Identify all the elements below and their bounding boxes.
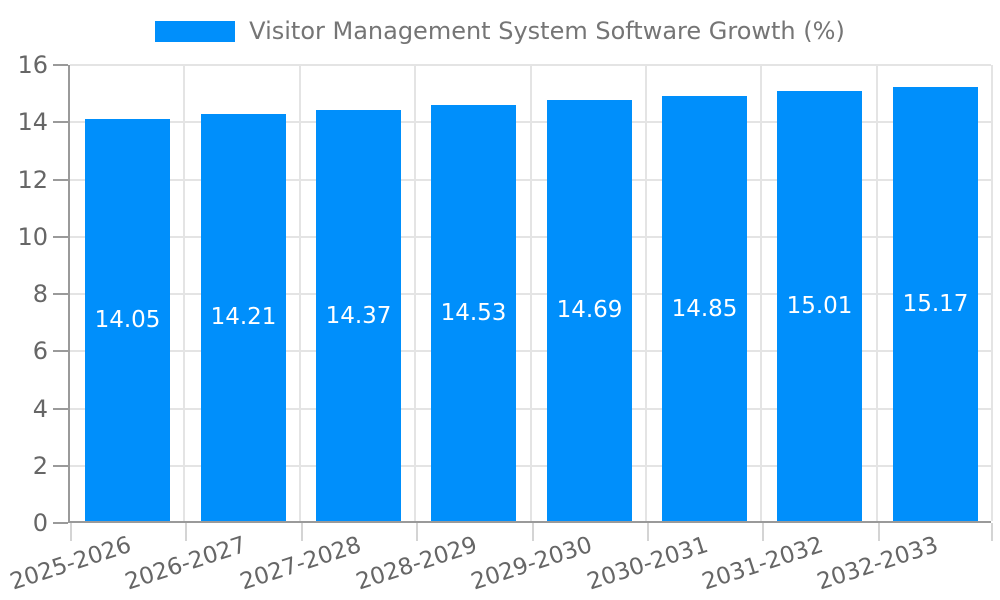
bar-value-label: 14.37 [325,303,392,329]
x-gridline [760,65,762,521]
y-axis-label: 4 [32,394,48,423]
bar-2032-2033[interactable]: 15.17 [893,87,978,521]
y-axis-label: 8 [32,280,48,308]
y-axis-label: 6 [32,337,48,366]
x-gridline [299,65,301,521]
y-axis-tick [53,350,68,353]
y-axis-label: 10 [17,222,48,251]
legend-label: Visitor Management System Software Growt… [249,17,845,45]
bar-value-label: 15.01 [786,293,853,319]
x-axis-tick [991,523,993,541]
bar-2025-2026[interactable]: 14.05 [85,119,170,521]
y-axis-tick [53,235,68,238]
y-axis-tick [53,407,68,410]
legend-item[interactable]: Visitor Management System Software Growt… [0,17,1000,45]
y-axis-label: 16 [17,51,48,79]
y-axis-tick [53,64,68,66]
bar-2026-2027[interactable]: 14.21 [201,114,286,521]
bar-value-label: 14.85 [671,296,738,322]
y-axis-tick [53,121,68,124]
bar-2027-2028[interactable]: 14.37 [316,110,401,521]
bar-2031-2032[interactable]: 15.01 [777,91,862,521]
y-axis-label: 12 [17,165,48,194]
x-axis-tick [647,523,649,541]
x-gridline [645,65,647,521]
x-axis-tick [878,523,880,541]
legend-swatch [155,20,236,42]
x-axis-tick [416,523,418,541]
x-axis-tick [532,523,534,541]
bar-2030-2031[interactable]: 14.85 [662,96,747,521]
x-gridline [414,65,416,521]
bar-value-label: 14.69 [556,297,623,323]
bar-2028-2029[interactable]: 14.53 [431,105,516,521]
y-axis-tick [53,464,68,467]
x-gridline [991,65,993,521]
bar-2029-2030[interactable]: 14.69 [547,100,632,521]
y-axis-tick [53,522,68,524]
bar-value-label: 15.17 [902,291,969,317]
x-gridline [183,65,185,521]
bar-value-label: 14.53 [440,300,507,326]
x-gridline [530,65,532,521]
y-axis-label: 0 [32,509,48,537]
y-axis-tick [53,293,68,295]
x-gridline [876,65,878,521]
x-axis-tick [185,523,187,541]
y-axis-tick [53,178,68,181]
bar-value-label: 14.05 [94,307,161,333]
x-axis-tick [301,523,303,541]
bar-value-label: 14.21 [210,304,277,330]
y-axis-label: 14 [17,108,48,137]
plot-area: 14.05 14.21 14.37 14.53 14.69 14.85 15.01 15.17 [53,64,993,541]
y-axis-label: 2 [32,451,48,480]
x-axis-tick [70,523,72,541]
x-axis-tick [762,523,764,541]
